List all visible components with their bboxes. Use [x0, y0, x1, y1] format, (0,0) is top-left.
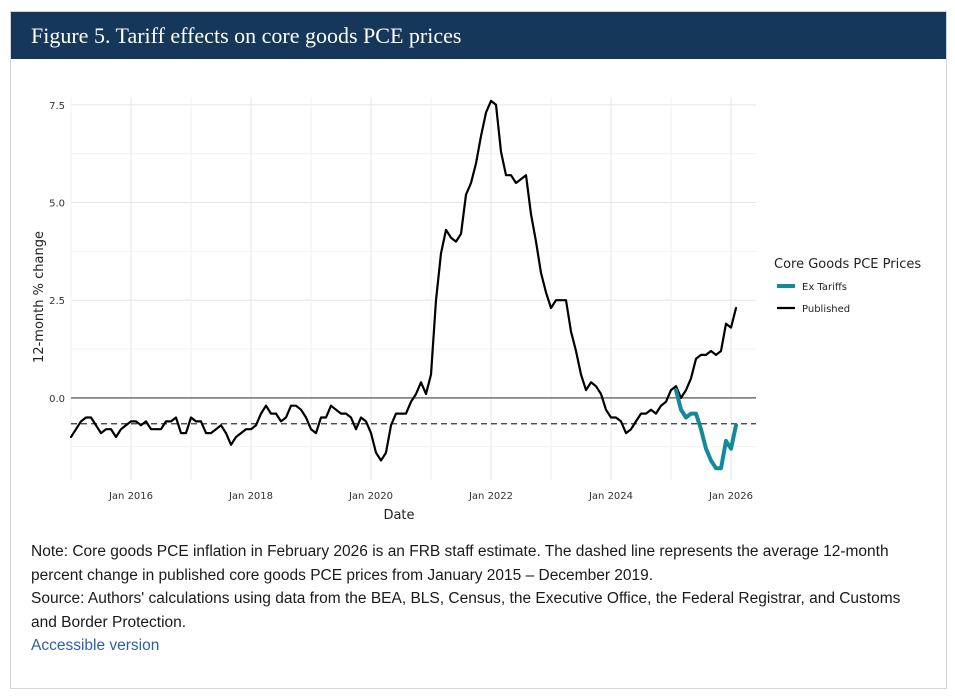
source-text: Source: Authors' calculations using data…: [31, 590, 901, 631]
y-axis-label: 12-month % change: [32, 231, 47, 363]
series-line-ex-tariffs: [674, 388, 738, 471]
series-line-published: [69, 99, 738, 462]
figure-header: Figure 5. Tariff effects on core goods P…: [11, 12, 946, 59]
y-tick-label: 7.5: [49, 101, 65, 112]
note-text: Note: Core goods PCE inflation in Februa…: [31, 543, 889, 584]
legend-label: Published: [802, 304, 850, 315]
series-lines: [69, 99, 738, 471]
accessible-version-link[interactable]: Accessible version: [31, 637, 160, 654]
legend: Core Goods PCE Prices Ex Tariffs Publishe…: [774, 257, 921, 315]
x-tick-label: Jan 2022: [468, 491, 513, 502]
legend-label: Ex Tariffs: [802, 282, 847, 293]
y-tick-labels: 0.0 2.5 5.0 7.5: [49, 101, 65, 405]
x-tick-label: Jan 2018: [228, 491, 273, 502]
x-axis-label: Date: [383, 508, 414, 523]
x-tick-label: Jan 2026: [708, 491, 753, 502]
y-tick-label: 0.0: [49, 394, 65, 405]
y-tick-label: 5.0: [49, 199, 65, 210]
y-tick-label: 2.5: [49, 296, 65, 307]
figure-title: Figure 5. Tariff effects on core goods P…: [31, 23, 462, 48]
x-tick-label: Jan 2024: [588, 491, 633, 502]
x-tick-label: Jan 2016: [108, 491, 153, 502]
x-tick-labels: Jan 2016 Jan 2018 Jan 2020 Jan 2022 Jan 2024…: [108, 491, 753, 502]
figure-card: Figure 5. Tariff effects on core goods P…: [10, 11, 947, 689]
line-chart: 0.02.55.07.5 Jan 2016 Jan 2018 Jan 2020 Jan…: [32, 97, 921, 523]
x-tick-label: Jan 2020: [348, 491, 393, 502]
grid-lines: [70, 97, 756, 480]
figure-notes: Note: Core goods PCE inflation in Februa…: [31, 540, 911, 658]
legend-title: Core Goods PCE Prices: [774, 257, 921, 272]
